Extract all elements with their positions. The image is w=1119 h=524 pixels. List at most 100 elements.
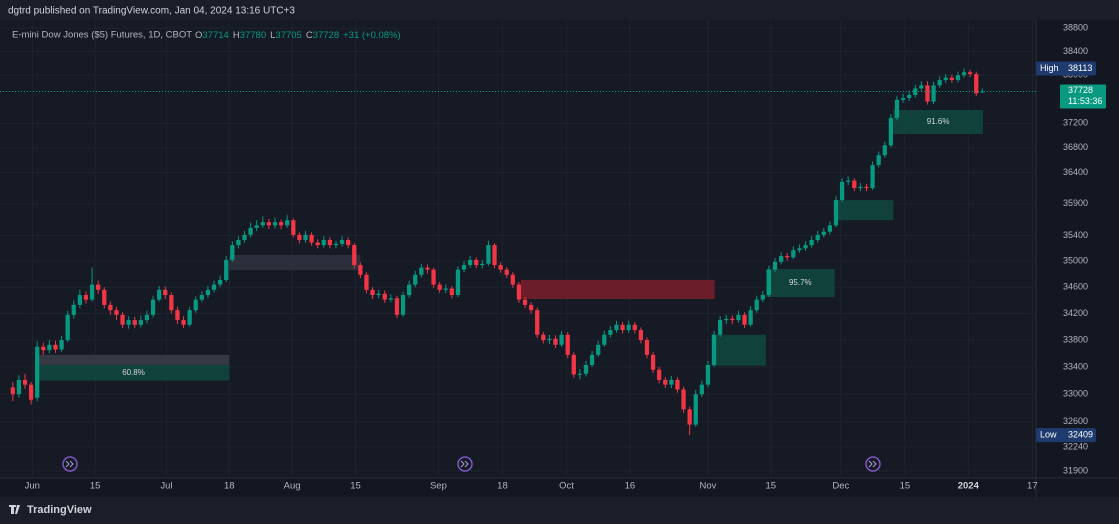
candle-body bbox=[730, 318, 735, 321]
candle-body bbox=[41, 346, 46, 351]
y-tick-label: 36400 bbox=[1063, 167, 1088, 177]
candle-body bbox=[699, 384, 704, 395]
candle-body bbox=[791, 250, 796, 258]
candle-body bbox=[474, 259, 479, 266]
candle-body bbox=[766, 269, 772, 296]
candle-body bbox=[407, 284, 412, 296]
x-tick-label: Jul bbox=[160, 481, 172, 492]
zone bbox=[229, 254, 361, 271]
x-tick-label: 18 bbox=[224, 481, 235, 492]
x-tick-label: Jun bbox=[25, 481, 40, 492]
candle-body bbox=[614, 324, 619, 331]
candle-body bbox=[388, 298, 393, 300]
candle-body bbox=[163, 289, 168, 296]
candle-body bbox=[687, 409, 692, 425]
change: +31 (+0.08%) bbox=[343, 30, 401, 41]
zone bbox=[765, 268, 835, 298]
event-icon[interactable] bbox=[457, 456, 473, 472]
candle-body bbox=[22, 379, 28, 385]
candle-body bbox=[303, 234, 308, 240]
event-icon[interactable] bbox=[62, 456, 78, 472]
y-tick-label: 36800 bbox=[1063, 142, 1088, 152]
candle-body bbox=[358, 265, 363, 275]
candle-body bbox=[59, 340, 64, 350]
y-tick-label: 34200 bbox=[1063, 308, 1088, 318]
candle-body bbox=[907, 94, 912, 98]
y-tick-label: 34600 bbox=[1063, 282, 1088, 292]
zones: 60.8% 95.7% 91.6% bbox=[37, 110, 983, 381]
zone-label: 91.6% bbox=[927, 117, 950, 126]
candles bbox=[0, 68, 1036, 436]
last-price: 37728 bbox=[1068, 85, 1093, 95]
candle-body bbox=[864, 186, 869, 189]
candle-body bbox=[108, 304, 113, 311]
zone bbox=[520, 279, 715, 299]
candle-body bbox=[626, 324, 631, 331]
candle-body bbox=[565, 334, 570, 355]
event-icons bbox=[62, 456, 881, 472]
countdown: 11:53:36 bbox=[1068, 96, 1102, 106]
candle-body bbox=[596, 344, 601, 355]
candle-body bbox=[516, 284, 522, 300]
zone bbox=[711, 334, 766, 366]
candle-body bbox=[608, 330, 613, 335]
candle-body bbox=[522, 299, 528, 305]
candle-body bbox=[760, 295, 765, 300]
candle-body bbox=[394, 298, 400, 315]
candle-body bbox=[571, 354, 576, 375]
candle-body bbox=[327, 239, 333, 246]
candle-body bbox=[217, 280, 223, 285]
candle-body bbox=[199, 295, 204, 300]
candle-body bbox=[278, 222, 284, 226]
candle-body bbox=[443, 288, 448, 290]
candle-body bbox=[644, 340, 650, 355]
candle-body bbox=[638, 330, 644, 341]
y-tick-label: 35000 bbox=[1063, 256, 1088, 266]
last-price-box bbox=[1060, 84, 1106, 109]
candle-body bbox=[89, 284, 95, 300]
candle-body bbox=[681, 389, 686, 410]
candle-body bbox=[10, 387, 15, 395]
candle-body bbox=[528, 304, 534, 311]
candle-body bbox=[980, 91, 985, 93]
candle-body bbox=[437, 284, 442, 290]
x-tick-label: Oct bbox=[559, 481, 574, 492]
event-icon[interactable] bbox=[865, 456, 881, 472]
candle-body bbox=[657, 369, 662, 380]
candle-body bbox=[431, 269, 436, 285]
candle-body bbox=[309, 234, 314, 243]
candle-body bbox=[888, 117, 894, 146]
candle-body bbox=[419, 267, 424, 275]
candle-body bbox=[833, 200, 839, 226]
candle-body bbox=[510, 274, 515, 285]
candle-body bbox=[937, 80, 942, 86]
candle-body bbox=[742, 314, 747, 325]
candle-body bbox=[675, 379, 680, 390]
y-tick-label: 33400 bbox=[1063, 361, 1088, 371]
zone bbox=[37, 364, 230, 381]
candle-body bbox=[919, 85, 924, 89]
candle-body bbox=[321, 239, 326, 246]
candle-body bbox=[114, 310, 119, 315]
candle-body bbox=[577, 373, 583, 375]
candle-body bbox=[931, 85, 936, 102]
candle-body bbox=[900, 97, 906, 100]
ohlc-letter: C bbox=[306, 30, 313, 41]
high-label: High bbox=[1040, 63, 1059, 73]
candle-body bbox=[236, 239, 241, 246]
x-tick-label: 2024 bbox=[958, 481, 980, 492]
candle-body bbox=[821, 231, 826, 235]
candle-body bbox=[102, 289, 107, 305]
candle-body bbox=[83, 295, 89, 300]
candle-body bbox=[169, 295, 174, 311]
ohlc-legend: O37714 H37780 L37705 C37728 +31 (+0.08%) bbox=[195, 30, 401, 41]
candle-body bbox=[376, 293, 381, 296]
candle-body bbox=[498, 265, 503, 270]
zone-label: 95.7% bbox=[789, 278, 812, 287]
candle-body bbox=[297, 234, 302, 240]
candle-body bbox=[711, 334, 717, 365]
candle-body bbox=[339, 239, 345, 244]
x-tick-label: 15 bbox=[350, 481, 361, 492]
candle-body bbox=[754, 299, 759, 311]
candle-body bbox=[705, 364, 711, 385]
